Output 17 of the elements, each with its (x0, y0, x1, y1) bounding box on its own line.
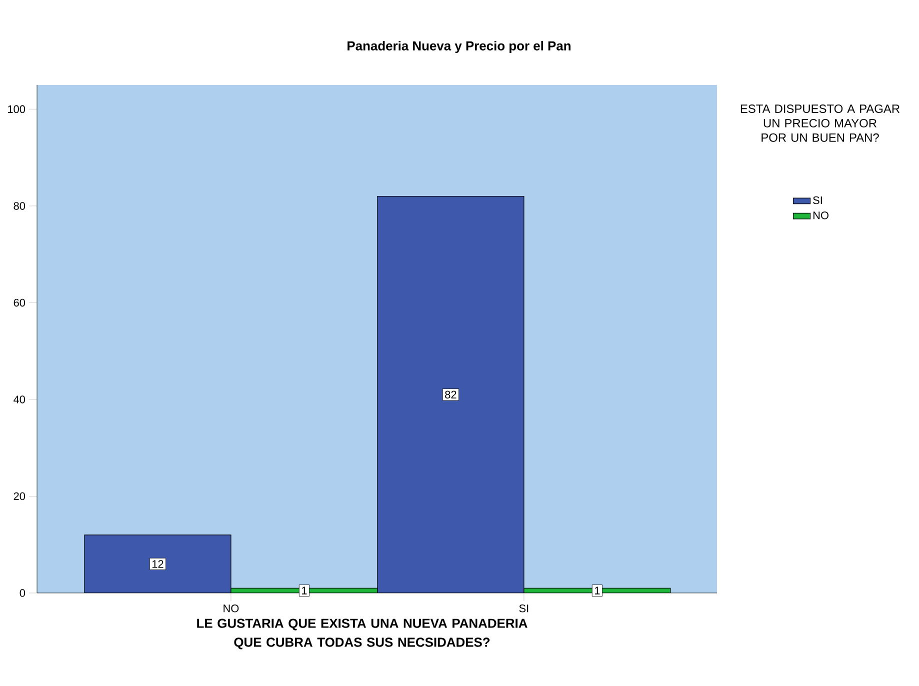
bar (377, 196, 524, 593)
bar (84, 534, 231, 593)
y-tick-label: 100 (8, 105, 26, 114)
y-tick-label: 20 (14, 492, 26, 500)
y-tick-label: 80 (14, 202, 26, 210)
x-axis-title: LE GUSTARIA QUE EXISTA UNA NUEVA PANADERIA QUE CUBRA TODAS SUS NECSIDADES? (197, 618, 528, 650)
chart-title: Panaderia Nueva y Precio por el Pan (348, 40, 570, 54)
legend-title: ESTA DISPUESTO A PAGAR UN PRECIO MAYOR POR UN BUEN PAN? (740, 104, 900, 142)
y-tick-label: 0 (20, 589, 26, 597)
y-tick-label: 60 (14, 298, 26, 307)
data-label: 12 (152, 560, 164, 568)
data-label: 82 (445, 390, 456, 399)
y-tick-label: 40 (14, 396, 26, 404)
legend-label: SI (813, 196, 822, 204)
legend-label: NO (813, 212, 828, 220)
data-label: 1 (302, 586, 307, 594)
data-label: 1 (594, 586, 600, 594)
